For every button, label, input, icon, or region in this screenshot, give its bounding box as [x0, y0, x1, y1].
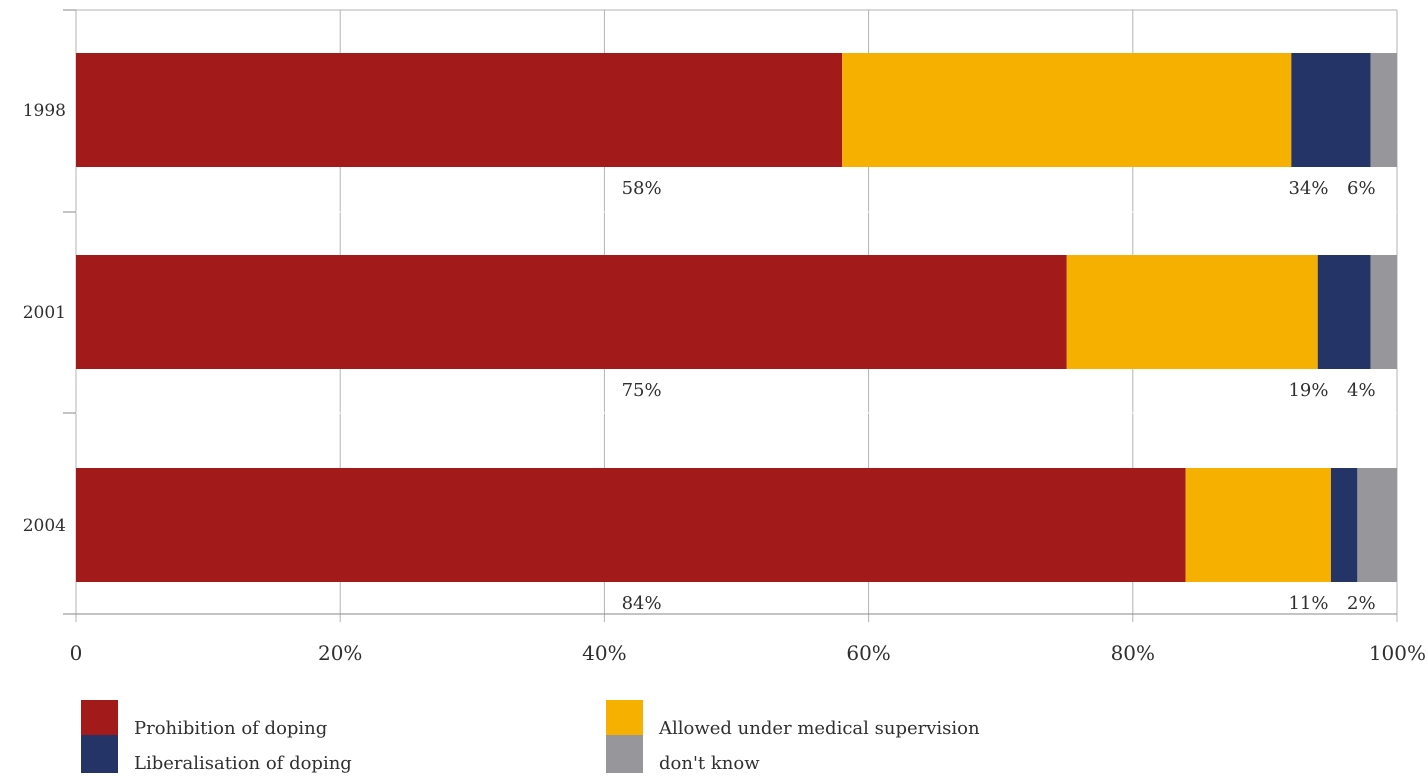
bar-2001-liberalisation-of-doping — [1317, 255, 1371, 369]
bar-2001-allowed-under-medical-supervision — [1066, 255, 1318, 369]
x-tick-label-5: 100% — [1369, 641, 1426, 665]
bar-1998-prohibition-of-doping — [76, 53, 843, 167]
legend-item-liberalisation-of-doping: Liberalisation of doping — [81, 735, 352, 774]
bar-2004-allowed-under-medical-supervision — [1185, 468, 1331, 582]
bars — [76, 53, 1397, 582]
bar-2004-liberalisation-of-doping — [1330, 468, 1358, 582]
legend-item-don-t-know: don't know — [606, 735, 760, 774]
bar-2001-don-t-know — [1370, 255, 1397, 369]
x-tick-label-0: 0 — [70, 641, 83, 665]
bar-2004-prohibition-of-doping — [76, 468, 1186, 582]
legend-item-allowed-under-medical-supervision: Allowed under medical supervision — [606, 700, 980, 739]
x-tick-label-3: 60% — [846, 641, 890, 665]
legend-swatch — [81, 700, 118, 738]
x-tick-label-2: 40% — [582, 641, 626, 665]
bar-2004-don-t-know — [1357, 468, 1397, 582]
legend-item-prohibition-of-doping: Prohibition of doping — [81, 700, 327, 739]
data-label-1998-2: 6% — [1347, 178, 1376, 199]
legend-label: Allowed under medical supervision — [658, 718, 980, 739]
data-label-1998-1: 34% — [1288, 178, 1328, 199]
axes — [63, 9, 1397, 615]
data-label-2001-2: 4% — [1347, 380, 1376, 401]
data-label-2001-0: 75% — [622, 380, 662, 401]
legend-swatch — [606, 735, 643, 773]
data-label-2001-1: 19% — [1288, 380, 1328, 401]
bar-1998-allowed-under-medical-supervision — [842, 53, 1292, 167]
data-label-1998-0: 58% — [622, 178, 662, 199]
data-label-2004-0: 84% — [622, 593, 662, 614]
legend: Prohibition of doping Allowed under medic… — [81, 700, 980, 774]
legend-label: Liberalisation of doping — [134, 753, 352, 774]
x-tick-label-4: 80% — [1111, 641, 1155, 665]
data-labels: 58% 34% 6% 75% 19% 4% 84% 11% 2% — [622, 178, 1376, 614]
legend-swatch — [81, 735, 118, 773]
bar-1998-don-t-know — [1370, 53, 1397, 167]
data-label-2004-2: 2% — [1347, 593, 1376, 614]
x-tick-label-1: 20% — [318, 641, 362, 665]
category-labels: 1998 2001 2004 — [23, 101, 66, 536]
category-label-2001: 2001 — [23, 303, 66, 323]
legend-label: don't know — [659, 753, 760, 774]
category-label-1998: 1998 — [23, 101, 66, 121]
legend-label: Prohibition of doping — [134, 718, 327, 739]
bar-2001-prohibition-of-doping — [76, 255, 1067, 369]
category-label-2004: 2004 — [23, 516, 66, 536]
data-label-2004-1: 11% — [1288, 593, 1328, 614]
x-tick-labels: 0 20% 40% 60% 80% 100% — [70, 641, 1426, 665]
bar-1998-liberalisation-of-doping — [1291, 53, 1371, 167]
legend-swatch — [606, 700, 643, 738]
